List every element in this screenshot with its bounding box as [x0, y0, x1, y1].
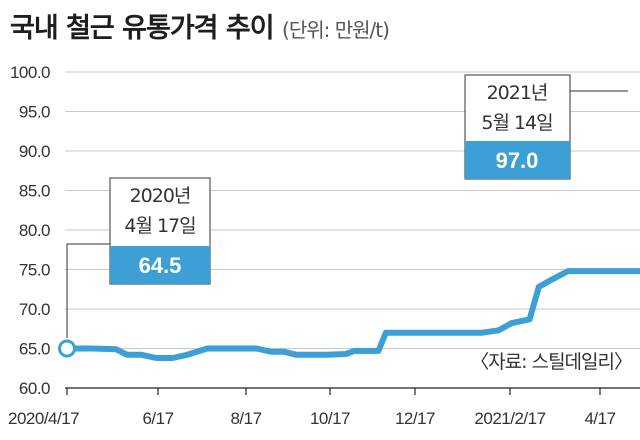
x-tick-label: 2021/2/17 [474, 409, 545, 428]
y-tick-label: 85.0 [19, 182, 50, 201]
y-axis-ticks: 60.0 65.0 70.0 75.0 80.0 85.0 90.0 95.0 100.0 [10, 63, 51, 398]
y-tick-label: 65.0 [19, 340, 50, 359]
x-tick-label: 8/17 [230, 409, 261, 428]
x-tick-label: 6/17 [142, 409, 173, 428]
source-label: 〈자료: 스틸데일리〉 [470, 351, 632, 373]
x-tick-label: 12/17 [395, 409, 435, 428]
unit-label: (단위: 만원/t) [282, 18, 390, 42]
x-axis-ticks: 2020/4/17 6/17 8/17 10/17 12/17 2021/2/17 4/17 [8, 388, 616, 428]
annotation-end-day: 5월 14일 [481, 112, 552, 134]
annotation-end: 2021년 5월 14일 97.0 [464, 74, 628, 180]
chart-title: 국내 철근 유통가격 추이 (단위: 만원/t) [10, 6, 390, 45]
annotation-start-value-bg [110, 246, 210, 284]
y-tick-label: 60.0 [19, 379, 50, 398]
x-tick-label: 10/17 [310, 409, 350, 428]
price-line [64, 268, 640, 361]
x-tick-label: 4/17 [584, 409, 615, 428]
y-tick-label: 90.0 [19, 142, 50, 161]
x-tick-label: 2020/4/17 [8, 409, 79, 428]
title-text: 국내 철근 유통가격 추이 [10, 13, 275, 44]
start-point-marker [58, 339, 76, 358]
annotation-start-year: 2020년 [130, 185, 191, 207]
y-tick-label: 95.0 [19, 103, 50, 122]
y-tick-label: 100.0 [10, 63, 50, 82]
annotation-start: 2020년 4월 17일 64.5 [66, 177, 211, 338]
y-tick-label: 70.0 [19, 300, 50, 319]
annotation-start-leader [66, 243, 110, 338]
annotation-end-value-bg [465, 141, 570, 179]
annotation-end-year: 2021년 [487, 82, 548, 104]
y-tick-label: 75.0 [19, 261, 50, 280]
annotation-end-value: 97.0 [496, 148, 539, 173]
annotation-start-value: 64.5 [139, 253, 182, 278]
y-tick-label: 80.0 [19, 221, 50, 240]
annotation-start-day: 4월 17일 [124, 215, 195, 237]
